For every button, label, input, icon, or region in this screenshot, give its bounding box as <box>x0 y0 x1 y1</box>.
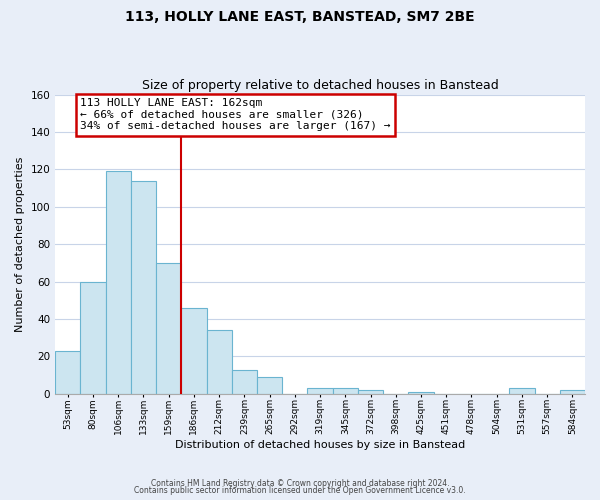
Bar <box>181 308 206 394</box>
Bar <box>409 392 434 394</box>
Bar <box>106 172 131 394</box>
Y-axis label: Number of detached properties: Number of detached properties <box>15 156 25 332</box>
Bar <box>307 388 332 394</box>
Bar <box>80 282 106 394</box>
Bar <box>560 390 585 394</box>
Bar <box>257 377 282 394</box>
Text: Contains public sector information licensed under the Open Government Licence v3: Contains public sector information licen… <box>134 486 466 495</box>
Bar <box>156 263 181 394</box>
Bar <box>509 388 535 394</box>
Bar <box>55 351 80 394</box>
Text: 113 HOLLY LANE EAST: 162sqm
← 66% of detached houses are smaller (326)
34% of se: 113 HOLLY LANE EAST: 162sqm ← 66% of det… <box>80 98 391 132</box>
Title: Size of property relative to detached houses in Banstead: Size of property relative to detached ho… <box>142 79 499 92</box>
Bar <box>332 388 358 394</box>
X-axis label: Distribution of detached houses by size in Banstead: Distribution of detached houses by size … <box>175 440 465 450</box>
Bar <box>358 390 383 394</box>
Text: 113, HOLLY LANE EAST, BANSTEAD, SM7 2BE: 113, HOLLY LANE EAST, BANSTEAD, SM7 2BE <box>125 10 475 24</box>
Bar <box>131 180 156 394</box>
Bar <box>232 370 257 394</box>
Bar <box>206 330 232 394</box>
Text: Contains HM Land Registry data © Crown copyright and database right 2024.: Contains HM Land Registry data © Crown c… <box>151 478 449 488</box>
